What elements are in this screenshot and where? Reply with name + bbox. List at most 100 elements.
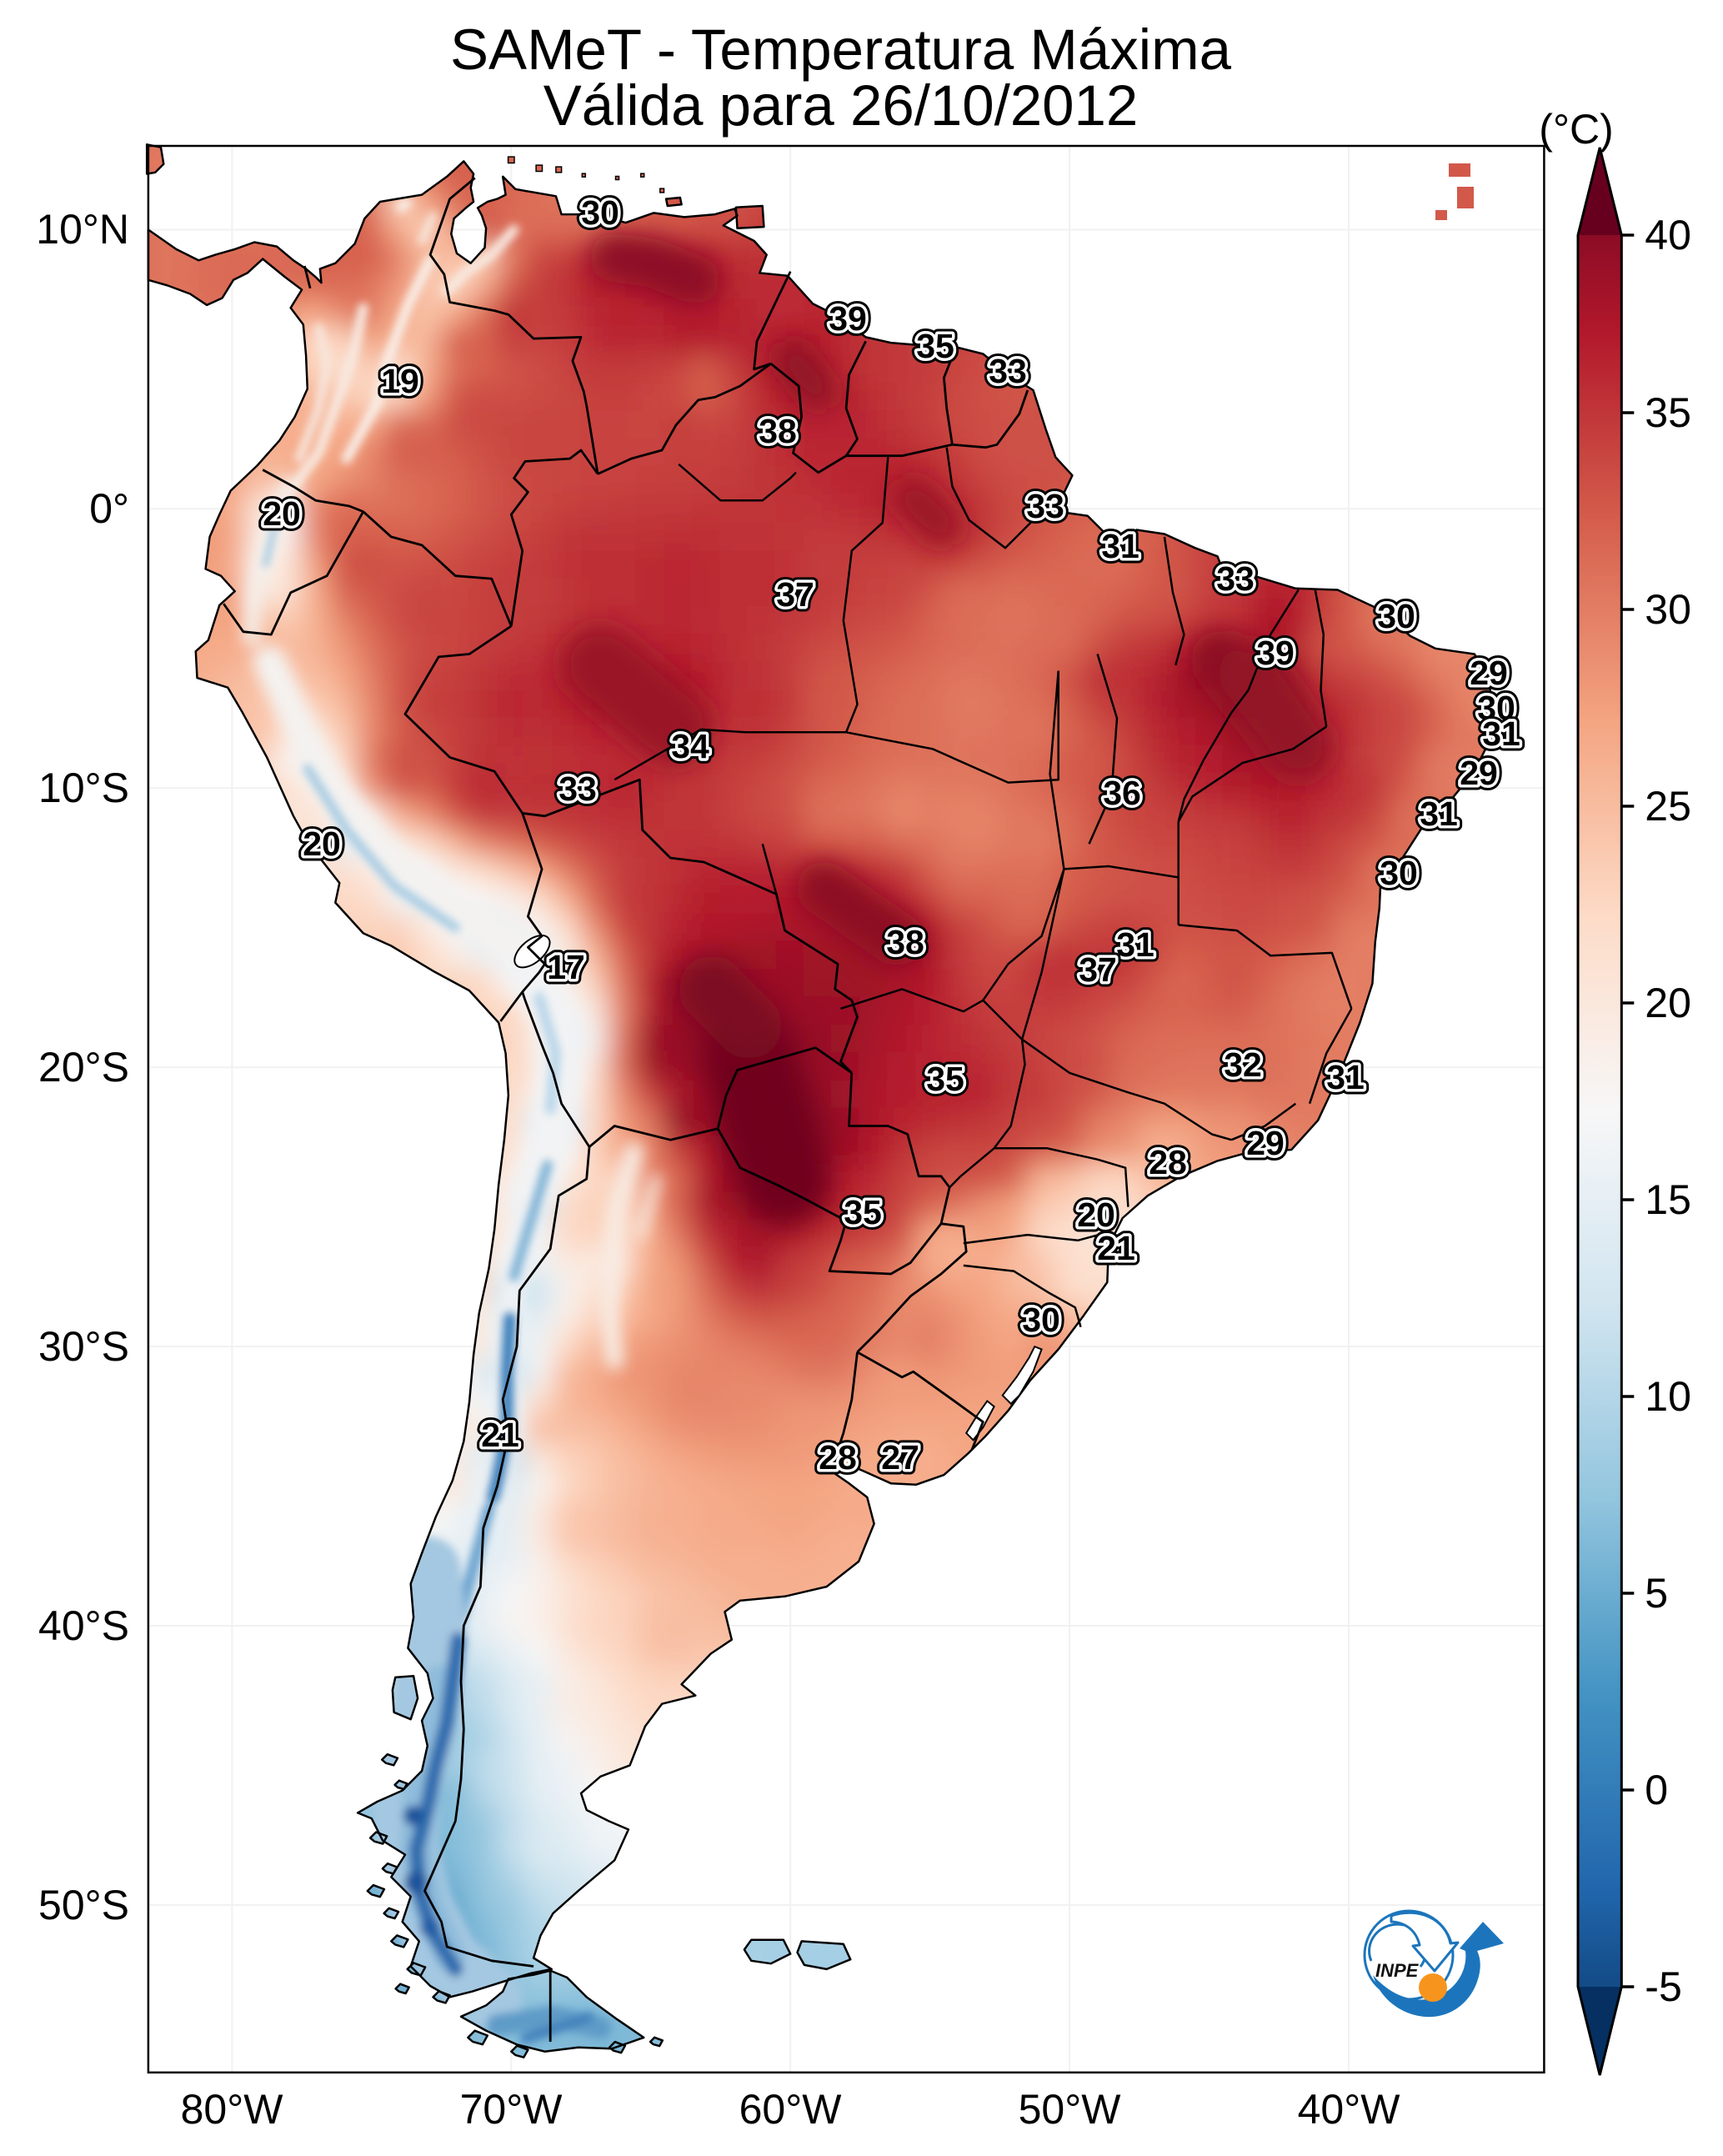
svg-text:38: 38 [759, 412, 797, 450]
svg-text:36: 36 [1103, 774, 1141, 812]
svg-text:29: 29 [1470, 654, 1508, 692]
svg-text:10°N: 10°N [36, 206, 129, 253]
svg-text:29: 29 [1460, 754, 1498, 792]
svg-text:31: 31 [1101, 527, 1139, 565]
svg-text:35: 35 [844, 1193, 882, 1231]
svg-text:30: 30 [1022, 1301, 1060, 1339]
svg-text:20°S: 20°S [38, 1044, 129, 1091]
svg-text:19: 19 [381, 362, 419, 400]
svg-text:28: 28 [819, 1438, 857, 1477]
svg-text:19: 19 [381, 362, 419, 400]
svg-text:34: 34 [671, 727, 709, 765]
svg-text:21: 21 [481, 1416, 519, 1454]
svg-text:30: 30 [1022, 1301, 1060, 1339]
svg-text:80°W: 80°W [181, 2086, 284, 2133]
svg-text:37: 37 [776, 575, 814, 614]
svg-text:31: 31 [1101, 527, 1139, 565]
svg-text:32: 32 [1224, 1045, 1262, 1084]
svg-text:30: 30 [1477, 689, 1515, 727]
svg-text:30: 30 [1380, 854, 1418, 892]
svg-text:37: 37 [776, 575, 814, 614]
svg-text:39: 39 [829, 299, 867, 338]
svg-text:37: 37 [1079, 950, 1117, 989]
svg-text:30: 30 [1377, 597, 1415, 635]
svg-text:33: 33 [1026, 487, 1064, 525]
svg-text:31: 31 [1326, 1058, 1365, 1096]
svg-text:(°C): (°C) [1539, 106, 1613, 153]
svg-text:38: 38 [886, 923, 924, 961]
svg-text:32: 32 [1224, 1045, 1262, 1084]
svg-text:31: 31 [1326, 1058, 1365, 1096]
svg-text:33: 33 [1026, 487, 1064, 525]
svg-text:39: 39 [829, 299, 867, 338]
svg-text:15: 15 [1645, 1176, 1691, 1223]
svg-text:30: 30 [581, 193, 619, 232]
svg-text:35: 35 [926, 1060, 964, 1098]
svg-text:31: 31 [1420, 795, 1458, 833]
svg-text:39: 39 [1256, 634, 1295, 672]
svg-text:33: 33 [989, 352, 1027, 390]
svg-text:30: 30 [581, 193, 619, 232]
svg-text:70°W: 70°W [460, 2086, 563, 2133]
svg-text:31: 31 [1116, 925, 1155, 964]
svg-text:36: 36 [1103, 774, 1141, 812]
svg-text:35: 35 [844, 1193, 882, 1231]
svg-text:20: 20 [303, 825, 341, 863]
svg-text:28: 28 [1149, 1143, 1187, 1181]
svg-text:10°S: 10°S [38, 765, 129, 811]
svg-text:21: 21 [1097, 1229, 1135, 1267]
svg-text:28: 28 [819, 1438, 857, 1477]
svg-text:34: 34 [671, 727, 709, 765]
svg-text:33: 33 [1216, 559, 1255, 598]
svg-text:37: 37 [1079, 950, 1117, 989]
svg-text:29: 29 [1246, 1124, 1285, 1162]
svg-text:30: 30 [1477, 689, 1515, 727]
svg-text:29: 29 [1246, 1124, 1285, 1162]
svg-text:35: 35 [926, 1060, 964, 1098]
svg-text:30: 30 [581, 193, 619, 232]
svg-text:40°S: 40°S [38, 1602, 129, 1649]
svg-text:29: 29 [1246, 1124, 1285, 1162]
svg-text:30: 30 [1477, 689, 1515, 727]
svg-text:30: 30 [1022, 1301, 1060, 1339]
svg-text:17: 17 [547, 948, 585, 986]
svg-text:29: 29 [1460, 754, 1498, 792]
svg-text:50°W: 50°W [1019, 2086, 1122, 2133]
svg-text:33: 33 [989, 352, 1027, 390]
svg-text:33: 33 [558, 770, 597, 808]
svg-text:38: 38 [759, 412, 797, 450]
svg-text:21: 21 [481, 1416, 519, 1454]
svg-text:40: 40 [1645, 212, 1691, 258]
svg-text:33: 33 [989, 352, 1027, 390]
svg-text:20: 20 [1077, 1196, 1115, 1234]
svg-text:32: 32 [1224, 1045, 1262, 1084]
svg-text:33: 33 [1026, 487, 1064, 525]
svg-text:20: 20 [1077, 1196, 1115, 1234]
svg-text:31: 31 [1420, 795, 1458, 833]
svg-text:35: 35 [844, 1193, 882, 1231]
svg-text:35: 35 [916, 327, 954, 365]
svg-text:60°W: 60°W [739, 2086, 843, 2133]
svg-text:37: 37 [776, 575, 814, 614]
svg-text:37: 37 [1079, 950, 1117, 989]
svg-text:30: 30 [1380, 854, 1418, 892]
svg-text:50°S: 50°S [38, 1882, 129, 1928]
svg-text:29: 29 [1470, 654, 1508, 692]
svg-text:31: 31 [1101, 527, 1139, 565]
svg-text:33: 33 [1216, 559, 1255, 598]
svg-text:0: 0 [1645, 1767, 1668, 1813]
svg-text:0°: 0° [89, 485, 129, 532]
svg-text:20: 20 [263, 494, 301, 533]
svg-text:33: 33 [558, 770, 597, 808]
svg-text:27: 27 [881, 1438, 919, 1477]
svg-text:31: 31 [1326, 1058, 1365, 1096]
svg-text:27: 27 [881, 1438, 919, 1477]
svg-text:35: 35 [916, 327, 954, 365]
svg-text:5: 5 [1645, 1570, 1668, 1617]
svg-text:20: 20 [263, 494, 301, 533]
svg-text:30: 30 [1380, 854, 1418, 892]
svg-text:27: 27 [881, 1438, 919, 1477]
svg-text:31: 31 [1116, 925, 1155, 964]
svg-text:30°S: 30°S [38, 1323, 129, 1370]
svg-text:-5: -5 [1645, 1963, 1681, 2010]
